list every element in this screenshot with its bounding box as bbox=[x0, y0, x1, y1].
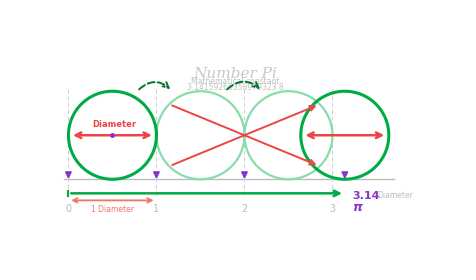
FancyArrowPatch shape bbox=[139, 82, 169, 89]
Text: 1 Diameter: 1 Diameter bbox=[91, 205, 134, 214]
Text: Mathematical constant: Mathematical constant bbox=[191, 77, 279, 86]
Text: 2: 2 bbox=[241, 204, 247, 214]
Text: Number Pi: Number Pi bbox=[193, 67, 277, 81]
Text: 3.14: 3.14 bbox=[351, 191, 378, 201]
Text: 3.14159265358979323 8: 3.14159265358979323 8 bbox=[187, 83, 283, 92]
Text: 1: 1 bbox=[153, 204, 159, 214]
FancyArrowPatch shape bbox=[227, 81, 258, 89]
Text: 0: 0 bbox=[65, 204, 71, 214]
Text: Diameter: Diameter bbox=[92, 120, 136, 129]
Text: 3: 3 bbox=[329, 204, 335, 214]
Text: Diameter: Diameter bbox=[377, 192, 412, 200]
Text: π: π bbox=[351, 201, 361, 214]
